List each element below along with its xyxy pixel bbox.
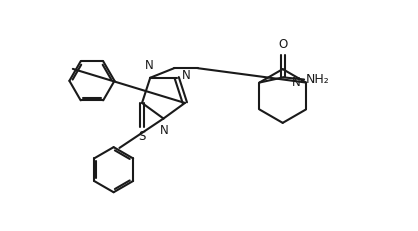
Text: N: N	[145, 59, 154, 72]
Text: O: O	[279, 38, 288, 51]
Text: N: N	[160, 124, 168, 137]
Text: N: N	[292, 76, 301, 89]
Text: N: N	[182, 69, 191, 82]
Text: NH₂: NH₂	[306, 73, 329, 86]
Text: S: S	[138, 130, 146, 143]
